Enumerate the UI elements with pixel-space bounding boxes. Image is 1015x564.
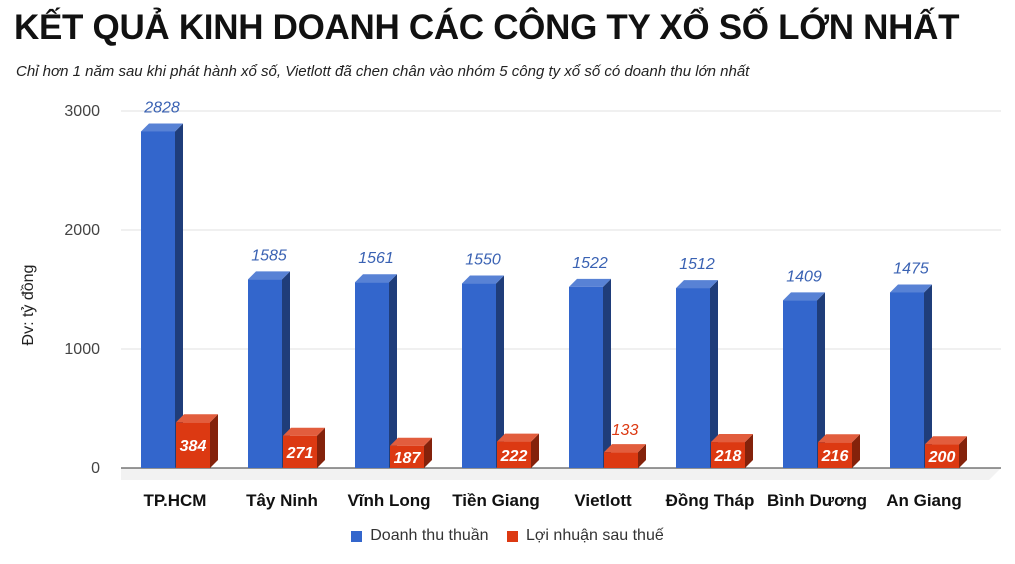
revenue-data-label: 1522 [572,255,608,272]
profit-bar [925,444,959,468]
profit-bar-side [210,414,218,468]
x-tick-label: Vietlott [574,491,632,510]
profit-bar-top [176,414,218,423]
profit-bar [390,445,424,468]
y-tick-label: 3000 [64,103,100,120]
profit-bar-top [711,434,753,443]
profit-data-label: 271 [286,445,314,462]
revenue-bar [462,283,496,468]
revenue-data-label: 1585 [251,247,287,264]
legend-swatch-revenue [351,530,363,542]
profit-data-label: 222 [500,448,528,465]
profit-bar [176,422,210,468]
y-axis-label: Đv: tỷ đồng [20,265,37,346]
profit-bar [497,441,531,468]
revenue-bar-side [710,280,718,468]
revenue-bar-top [462,275,504,284]
revenue-data-label: 2828 [143,99,180,116]
revenue-bar-top [355,274,397,283]
profit-data-label: 216 [821,448,849,465]
revenue-bar [355,282,389,468]
revenue-bar-side [175,123,183,468]
x-tick-label: An Giang [886,491,962,510]
revenue-bar [783,300,817,468]
profit-bar-top [925,436,967,445]
profit-data-label: 200 [928,449,956,466]
revenue-bar-top [141,123,183,132]
profit-bar-top [390,437,432,446]
x-tick-label: Tiền Giang [452,491,540,510]
legend-item-revenue[interactable]: Doanh thu thuần [351,527,489,545]
revenue-bar-side [603,278,611,468]
profit-bar-side [424,437,432,468]
y-tick-label: 0 [91,460,100,477]
profit-bar [818,442,852,468]
profit-data-label: 187 [394,450,422,467]
revenue-bar [890,292,924,468]
chart-legend: Doanh thu thuần Lợi nhuận sau thuế [0,527,1015,547]
profit-bar [283,435,317,468]
revenue-bar-top [676,280,718,289]
profit-bar-side [745,434,753,468]
legend-swatch-profit [507,530,519,542]
y-tick-label: 2000 [64,222,100,239]
profit-data-label: 218 [714,448,742,465]
profit-bar-side [531,433,539,468]
x-tick-label: Vĩnh Long [347,491,430,510]
revenue-bar-side [496,275,504,468]
y-tick-label: 1000 [64,341,100,358]
profit-bar-side [638,444,646,468]
profit-bar-top [818,434,860,443]
revenue-data-label: 1512 [679,256,715,273]
plot-floor [121,468,1001,480]
revenue-bar-top [569,278,611,287]
revenue-data-label: 1550 [465,252,501,269]
legend-label-revenue: Doanh thu thuần [370,527,489,544]
legend-item-profit[interactable]: Lợi nhuận sau thuế [507,527,664,545]
x-tick-label: TP.HCM [144,491,207,510]
profit-bar-side [317,427,325,468]
revenue-data-label: 1475 [893,260,929,277]
revenue-bar-side [924,284,932,468]
revenue-bar-side [389,274,397,468]
revenue-bar-side [817,292,825,468]
x-tick-label: Tây Ninh [246,491,318,510]
revenue-bar [569,286,603,468]
profit-bar-side [852,434,860,468]
revenue-bar [141,131,175,468]
bar-chart: 0 1000 2000 3000 Đv: tỷ đồng 2828 384 TP.HCM 158… [20,99,1001,510]
revenue-bar-top [248,271,290,280]
revenue-bar [248,279,282,468]
profit-bar-top [604,444,646,453]
revenue-bar-top [783,292,825,301]
revenue-data-label: 1409 [786,268,822,285]
x-tick-label: Đồng Tháp [666,491,755,510]
profit-bar-top [283,427,325,436]
chart-subtitle: Chỉ hơn 1 năm sau khi phát hành xổ số, V… [16,63,750,80]
revenue-bar-side [282,271,290,468]
profit-bar-side [959,436,967,468]
profit-bar-top [497,433,539,442]
revenue-bar [676,288,710,468]
profit-bar [604,452,638,468]
legend-label-profit: Lợi nhuận sau thuế [526,527,664,544]
profit-data-label: 384 [180,438,207,455]
profit-data-label: 133 [612,422,639,439]
revenue-data-label: 1561 [358,250,394,267]
revenue-bar-top [890,284,932,293]
chart-title: KẾT QUẢ KINH DOANH CÁC CÔNG TY XỔ SỐ LỚN… [14,8,960,47]
x-tick-label: Bình Dương [767,491,867,510]
profit-bar [711,442,745,468]
